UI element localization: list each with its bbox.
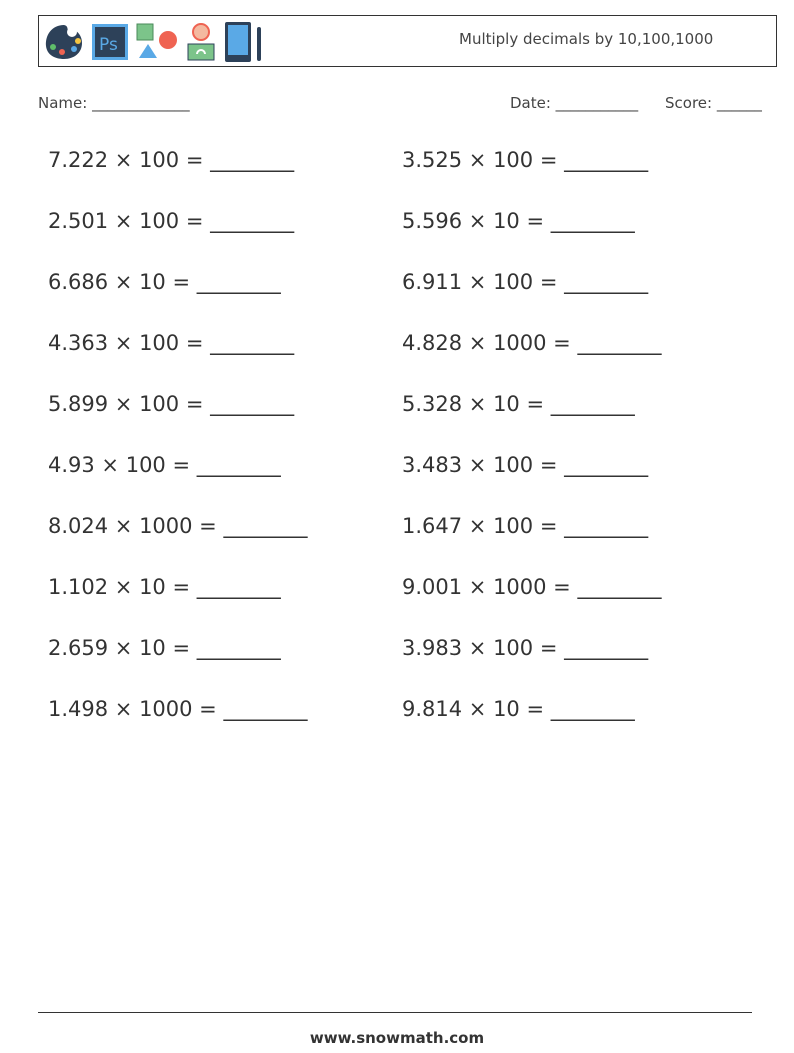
problem-18: 3.983 × 100 = ________ xyxy=(402,636,649,660)
problem-3: 2.501 × 100 = ________ xyxy=(48,209,295,233)
score-field: Score: ______ xyxy=(665,94,762,112)
problem-20: 9.814 × 10 = ________ xyxy=(402,697,635,721)
problem-10: 5.328 × 10 = ________ xyxy=(402,392,635,416)
problem-15: 1.102 × 10 = ________ xyxy=(48,575,281,599)
problem-14: 1.647 × 100 = ________ xyxy=(402,514,649,538)
problem-12: 3.483 × 100 = ________ xyxy=(402,453,649,477)
problem-5: 6.686 × 10 = ________ xyxy=(48,270,281,294)
problem-16: 9.001 × 1000 = ________ xyxy=(402,575,662,599)
person-laptop-icon xyxy=(187,23,215,61)
problem-4: 5.596 × 10 = ________ xyxy=(402,209,635,233)
tablet-pen-icon xyxy=(225,22,261,62)
problem-8: 4.828 × 1000 = ________ xyxy=(402,331,662,355)
name-field: Name: _____________ xyxy=(38,94,190,112)
problem-13: 8.024 × 1000 = ________ xyxy=(48,514,308,538)
palette-icon xyxy=(45,25,82,59)
svg-text:Ps: Ps xyxy=(99,35,118,55)
problem-11: 4.93 × 100 = ________ xyxy=(48,453,281,477)
problem-9: 5.899 × 100 = ________ xyxy=(48,392,295,416)
problem-17: 2.659 × 10 = ________ xyxy=(48,636,281,660)
footer-url: www.snowmath.com xyxy=(309,1029,485,1047)
problem-6: 6.911 × 100 = ________ xyxy=(402,270,649,294)
footer-divider xyxy=(38,1012,752,1013)
date-field: Date: ___________ xyxy=(510,94,639,112)
problem-2: 3.525 × 100 = ________ xyxy=(402,148,649,172)
worksheet-title: Multiply decimals by 10,100,1000 xyxy=(459,30,714,48)
worksheet-header: Ps Multiply decimals by 10,100,1000 xyxy=(38,15,777,67)
shapes-icon xyxy=(136,23,177,58)
problem-7: 4.363 × 100 = ________ xyxy=(48,331,295,355)
problem-19: 1.498 × 1000 = ________ xyxy=(48,697,308,721)
problem-1: 7.222 × 100 = ________ xyxy=(48,148,295,172)
photoshop-icon: Ps xyxy=(92,24,128,60)
